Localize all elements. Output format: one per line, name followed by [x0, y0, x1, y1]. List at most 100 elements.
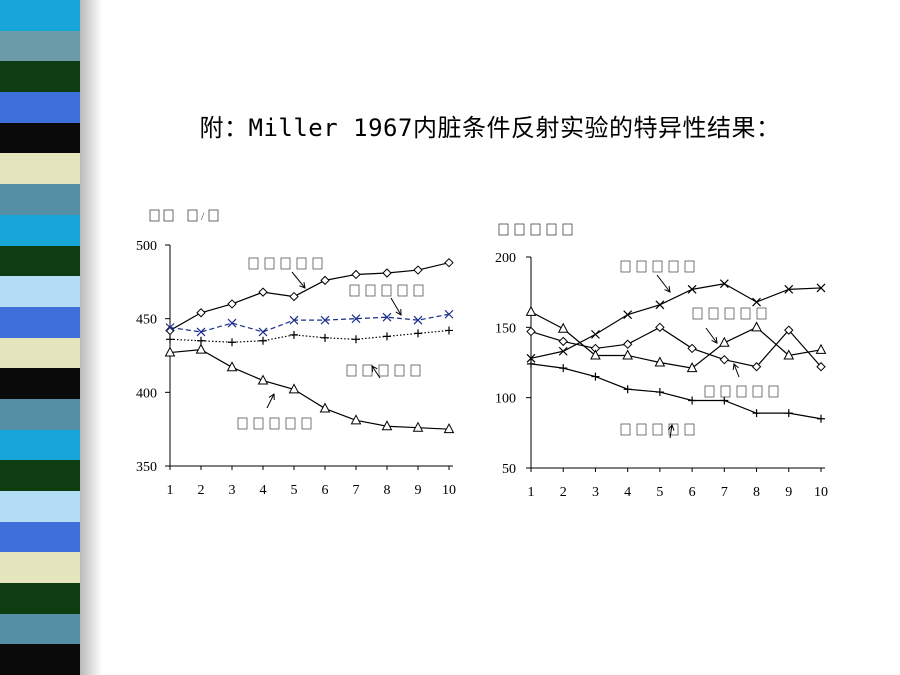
annotation-glyph-box [365, 284, 376, 297]
stripe-2 [0, 61, 80, 93]
annotation-glyph-box [724, 307, 735, 320]
stripe-shadow [80, 0, 102, 675]
series-1-point [351, 314, 361, 324]
annotation-arrowhead [667, 423, 675, 431]
annotation-glyph-box [378, 364, 389, 377]
stripe-4 [0, 122, 80, 154]
svg-text:/: / [201, 209, 205, 223]
stripe-8 [0, 245, 80, 277]
x-tick-label: 9 [415, 483, 422, 498]
series-2-point [719, 336, 730, 347]
x-tick-label: 8 [753, 485, 760, 500]
series-0-point [719, 279, 729, 289]
annotation-arrow [371, 365, 381, 379]
series-2-point [557, 322, 569, 333]
stripe-19 [0, 583, 80, 614]
series-2-point [197, 336, 205, 345]
series-3-point [591, 372, 600, 381]
annotation-glyph-box [394, 364, 405, 377]
series-0-point [591, 329, 600, 339]
series-3-point [752, 409, 761, 418]
series-2-point [383, 332, 391, 341]
annotation-arrow [390, 297, 402, 316]
annotation-glyph-box [708, 307, 719, 320]
series-2-point [525, 305, 537, 316]
annotation-glyph-box [652, 260, 663, 273]
annotation-glyph-box [312, 257, 323, 270]
series-3-line [530, 363, 822, 420]
series-3-point [817, 414, 825, 423]
stripe-1 [0, 30, 80, 62]
series-1-point [526, 326, 536, 337]
stripe-7 [0, 214, 80, 246]
series-1-point [784, 325, 794, 335]
stripe-21 [0, 644, 80, 675]
annotation-glyph-box [397, 284, 408, 297]
series-3-point [350, 414, 362, 425]
series-1-point [751, 362, 762, 372]
x-tick-label: 8 [384, 483, 391, 498]
series-2-point [352, 335, 360, 344]
chart-left: 350 400 450 500 1 2 3 4 5 6 7 8 9 10 [136, 239, 456, 498]
y-tick-label: 150 [495, 321, 516, 336]
series-1-point [165, 323, 175, 332]
slide-title: 附：Miller 1967内脏条件反射实验的特异性结果： [199, 114, 781, 142]
x-tick-label: 4 [624, 485, 631, 500]
series-1-line [530, 326, 822, 368]
series-3-point [164, 346, 176, 357]
annotation-glyph-box [381, 284, 392, 297]
series-3-point [688, 396, 697, 405]
right-chart-unit-glyphs [498, 223, 573, 236]
x-tick-label: 1 [528, 485, 535, 500]
annotation-arrowhead [711, 336, 718, 344]
series-0-point [623, 310, 633, 320]
series-0-point [320, 275, 330, 286]
series-1-point [258, 327, 268, 337]
y-tick-label: 500 [136, 239, 157, 254]
annotation-glyph-box [740, 307, 751, 320]
series-3-point [381, 420, 393, 431]
annotation-glyph-box [756, 307, 767, 320]
x-tick-label: 5 [291, 483, 298, 498]
stripe-11 [0, 337, 80, 369]
series-1-point [227, 318, 237, 328]
series-0-point [444, 257, 454, 268]
series-1-point [816, 362, 826, 372]
series-3-point [527, 359, 535, 368]
series-1-point [382, 312, 392, 322]
series-0-point [784, 284, 794, 294]
decorative-stripe-bar [0, 0, 80, 675]
series-0-point [351, 269, 361, 280]
annotation-glyph-box [620, 423, 631, 436]
annotation-glyph-box [301, 417, 312, 430]
annotation-glyph-box [752, 385, 763, 398]
annotation-glyph-box [636, 260, 647, 273]
series-0-point [526, 353, 536, 363]
stripe-17 [0, 521, 80, 553]
series-2-point [259, 336, 267, 345]
series-1-point [622, 339, 633, 349]
stripe-18 [0, 552, 80, 584]
series-2-point [815, 343, 827, 354]
series-3-point [412, 421, 424, 432]
x-tick-label: 5 [656, 485, 663, 500]
stripe-10 [0, 306, 80, 338]
annotation-arrow [266, 393, 275, 409]
left-chart-unit-glyphs: / [149, 209, 219, 223]
annotation-glyph-box [720, 385, 731, 398]
series-1-point [196, 327, 206, 337]
annotation-arrowhead [395, 308, 402, 316]
stripe-9 [0, 276, 80, 307]
stripe-16 [0, 491, 80, 522]
annotation-glyph-box [296, 257, 307, 270]
x-tick-label: 10 [442, 483, 456, 498]
series-3-point [443, 423, 455, 434]
series-3-point [195, 343, 207, 354]
x-tick-label: 6 [322, 483, 329, 498]
x-tick-label: 7 [353, 483, 360, 498]
x-tick-label: 7 [721, 485, 728, 500]
series-1-point [289, 315, 299, 325]
annotation-arrow [656, 274, 671, 293]
series-2-point [290, 330, 298, 339]
y-tick-label: 450 [136, 313, 157, 328]
